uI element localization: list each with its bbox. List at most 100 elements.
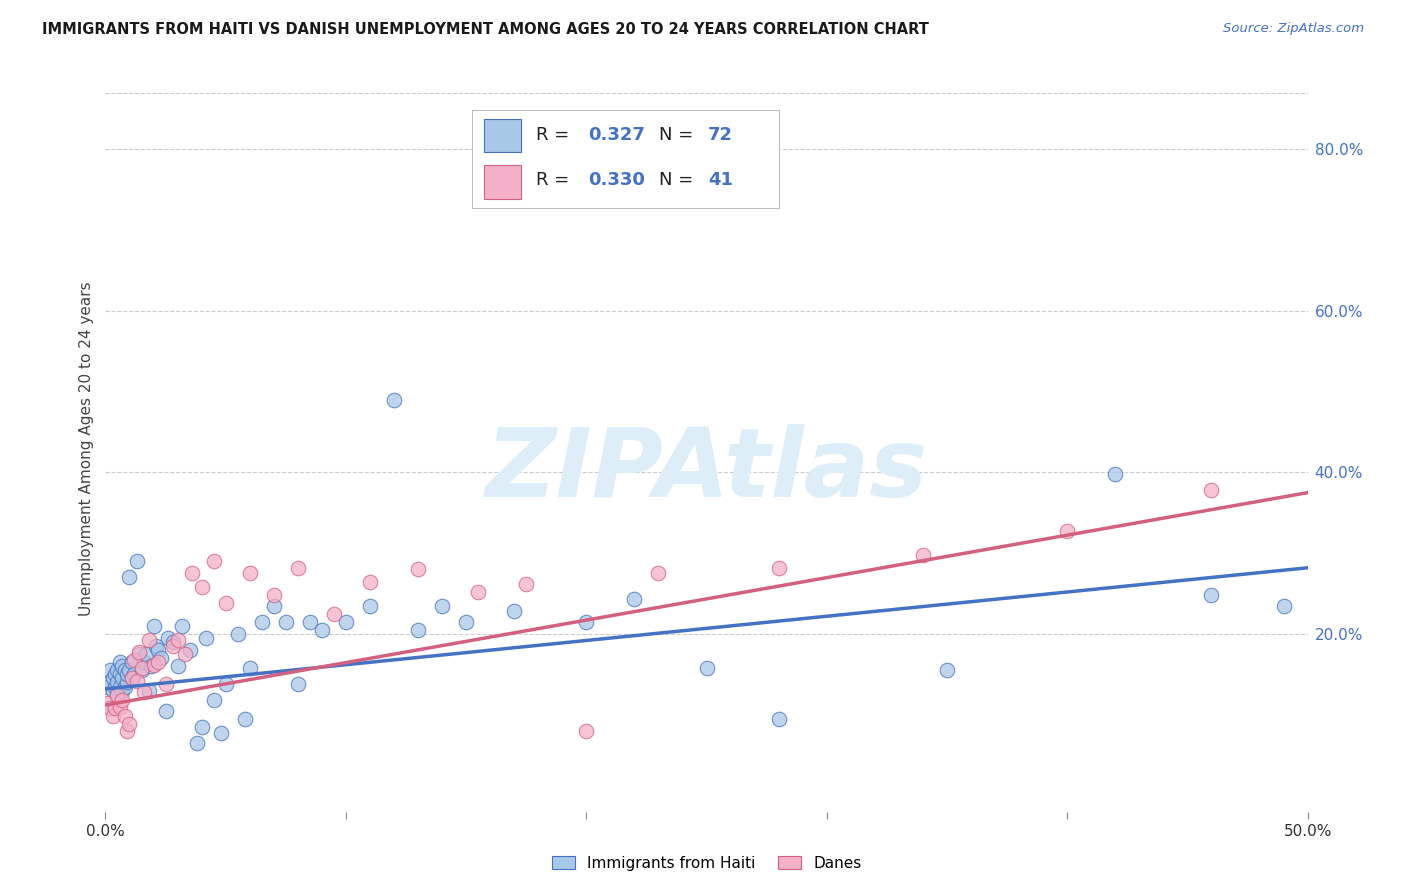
Point: [263, 599, 285, 613]
Point: [145, 639, 167, 653]
Point: [430, 599, 453, 613]
Text: Source: ZipAtlas.com: Source: ZipAtlas.com: [1223, 22, 1364, 36]
Point: [125, 673, 148, 688]
Point: [1201, 483, 1223, 498]
Point: [335, 615, 357, 629]
Point: [768, 712, 790, 726]
Point: [186, 736, 208, 750]
Point: [202, 693, 225, 707]
Point: [454, 615, 477, 629]
Point: [131, 661, 153, 675]
Point: [115, 723, 138, 738]
Point: [118, 570, 141, 584]
Point: [250, 615, 273, 629]
Point: [132, 655, 155, 669]
Point: [108, 667, 131, 681]
Point: [214, 596, 236, 610]
Point: [111, 659, 134, 673]
Point: [768, 561, 790, 575]
Point: [108, 655, 131, 669]
Point: [104, 667, 127, 681]
Point: [98, 675, 121, 690]
Point: [139, 659, 162, 673]
Point: [121, 655, 143, 669]
Point: [108, 699, 131, 714]
Point: [162, 639, 184, 653]
Point: [104, 701, 127, 715]
Point: [166, 633, 188, 648]
Point: [101, 683, 124, 698]
Point: [148, 655, 170, 669]
Point: [166, 659, 188, 673]
Point: [515, 577, 537, 591]
Point: [359, 599, 381, 613]
Point: [195, 631, 218, 645]
Point: [322, 607, 344, 621]
Point: [118, 717, 141, 731]
Point: [135, 647, 157, 661]
Point: [1201, 588, 1223, 602]
Point: [124, 653, 146, 667]
Point: [114, 664, 136, 678]
Point: [202, 554, 225, 568]
Point: [118, 664, 141, 678]
Point: [115, 667, 138, 681]
Point: [111, 672, 134, 686]
Point: [1056, 524, 1078, 538]
Point: [274, 615, 297, 629]
Point: [156, 631, 179, 645]
Point: [149, 651, 172, 665]
Point: [696, 661, 718, 675]
Point: [209, 725, 232, 739]
Point: [128, 647, 150, 661]
Point: [239, 566, 262, 581]
Point: [287, 677, 309, 691]
Point: [623, 592, 645, 607]
Point: [107, 688, 129, 702]
Point: [406, 623, 429, 637]
Y-axis label: Unemployment Among Ages 20 to 24 years: Unemployment Among Ages 20 to 24 years: [79, 281, 94, 615]
Point: [239, 661, 262, 675]
Point: [107, 688, 129, 702]
Point: [263, 588, 285, 602]
Point: [114, 709, 136, 723]
Point: [575, 723, 598, 738]
Point: [311, 623, 333, 637]
Point: [467, 585, 489, 599]
Point: [131, 664, 153, 678]
Point: [359, 574, 381, 589]
Point: [179, 643, 201, 657]
Point: [406, 562, 429, 576]
Point: [181, 566, 204, 581]
Point: [114, 680, 136, 694]
Point: [148, 643, 170, 657]
Point: [98, 664, 121, 678]
Point: [214, 677, 236, 691]
Point: [503, 604, 526, 618]
Point: [155, 704, 177, 718]
Point: [125, 554, 148, 568]
Point: [647, 566, 669, 581]
Point: [107, 664, 129, 678]
Point: [172, 619, 194, 633]
Point: [128, 645, 150, 659]
Point: [108, 680, 131, 694]
Point: [101, 672, 124, 686]
Point: [107, 675, 129, 690]
Point: [111, 693, 134, 707]
Point: [138, 633, 160, 648]
Text: IMMIGRANTS FROM HAITI VS DANISH UNEMPLOYMENT AMONG AGES 20 TO 24 YEARS CORRELATI: IMMIGRANTS FROM HAITI VS DANISH UNEMPLOY…: [42, 22, 929, 37]
Point: [382, 392, 405, 407]
Point: [173, 647, 195, 661]
Point: [936, 664, 959, 678]
Point: [233, 712, 256, 726]
Point: [287, 561, 309, 575]
Point: [98, 701, 121, 715]
Point: [121, 672, 143, 686]
Point: [132, 685, 155, 699]
Point: [115, 675, 138, 690]
Point: [298, 615, 321, 629]
Point: [138, 683, 160, 698]
Point: [124, 667, 146, 681]
Point: [97, 696, 120, 710]
